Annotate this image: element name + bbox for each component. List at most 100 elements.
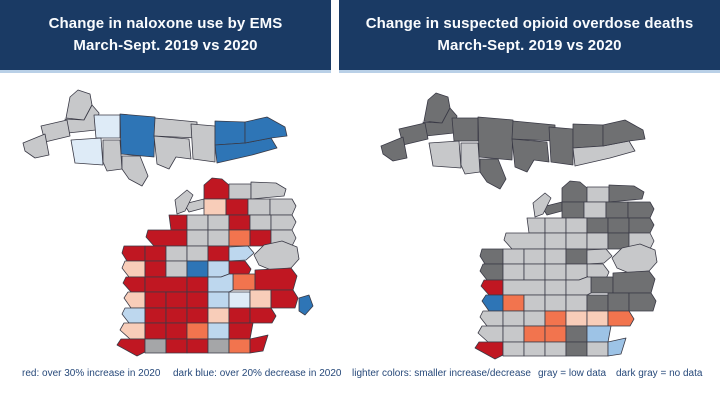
- naloxone-change-map: [8, 84, 338, 359]
- overdose-county-eaton: [523, 310, 546, 327]
- naloxone-county-dickinson: [102, 139, 123, 172]
- overdose-county-alcona: [628, 217, 655, 234]
- naloxone-county-livingston: [207, 307, 230, 324]
- naloxone-county-oakland: [228, 307, 251, 324]
- naloxone-county-schoolcraft: [190, 123, 216, 163]
- naloxone-county-calhoun: [165, 322, 188, 340]
- naloxone-county-allegan: [121, 307, 146, 324]
- overdose-county-oscoda: [607, 217, 630, 234]
- overdose-county-wayne: [586, 325, 612, 343]
- left-title-line1: Change in naloxone use by EMS: [48, 15, 283, 32]
- naloxone-county-hillsdale: [207, 338, 230, 354]
- overdose-county-lenawee: [586, 341, 609, 357]
- legend-dark-blue: dark blue: over 20% decrease in 2020: [173, 368, 342, 379]
- naloxone-county-alpena: [269, 198, 297, 216]
- naloxone-county-ogemaw: [249, 229, 272, 247]
- naloxone-county-jackson: [186, 322, 209, 340]
- overdose-county-sanilac: [612, 270, 656, 294]
- naloxone-county-lapeer: [249, 289, 272, 309]
- overdose-county-ottawa: [481, 294, 504, 312]
- naloxone-county-gratiot: [186, 276, 209, 293]
- naloxone-michigan-county-map: [22, 89, 314, 357]
- overdose-county-cass: [502, 341, 525, 357]
- naloxone-county-ottawa: [123, 291, 146, 309]
- right-title-line2: March-Sept. 2019 vs 2020: [437, 37, 622, 54]
- overdose-county-berrien: [474, 341, 504, 360]
- naloxone-county-shiawassee: [207, 291, 230, 309]
- naloxone-county-stclair_shore: [298, 294, 314, 316]
- naloxone-county-isabella: [186, 260, 209, 278]
- naloxone-county-missaukee: [207, 229, 230, 247]
- naloxone-county-otsego: [225, 198, 249, 216]
- naloxone-county-tuscola: [232, 273, 256, 291]
- overdose-county-vanburen: [477, 325, 504, 343]
- naloxone-county-osceola: [165, 245, 188, 262]
- naloxone-county-marquette: [119, 113, 156, 158]
- naloxone-county-crawford: [228, 214, 251, 231]
- overdose-county-shiawassee: [565, 294, 588, 312]
- overdose-county-arenac: [586, 248, 613, 265]
- overdose-county-crawford: [586, 217, 609, 234]
- overdose-county-leelanau: [532, 192, 552, 218]
- naloxone-county-antrim: [203, 198, 227, 216]
- overdose-county-benzie: [526, 217, 546, 234]
- overdose-county-washtenaw: [565, 325, 588, 343]
- overdose-county-clare: [544, 248, 567, 265]
- overdose-county-manistee: [503, 232, 546, 250]
- naloxone-county-wayne: [228, 322, 254, 340]
- overdose-county-barry: [502, 310, 525, 327]
- naloxone-county-macomb: [249, 307, 277, 324]
- legend-row: red: over 30% increase in 2020 dark blue…: [0, 368, 720, 388]
- naloxone-county-wexford: [186, 229, 209, 247]
- naloxone-county-sanilac: [254, 267, 298, 291]
- overdose-county-alpena: [627, 201, 655, 219]
- naloxone-county-branch: [186, 338, 209, 354]
- legend-dark-gray: dark gray = no data: [616, 368, 703, 379]
- overdose-county-iron: [428, 140, 462, 169]
- naloxone-county-eaton: [165, 307, 188, 324]
- overdose-county-mason: [479, 248, 504, 265]
- naloxone-county-arenac: [228, 245, 255, 262]
- naloxone-county-grandtraverse: [186, 214, 209, 231]
- overdose-county-monroe: [607, 337, 627, 357]
- overdose-county-delta: [511, 138, 550, 173]
- naloxone-county-genesee: [228, 291, 251, 309]
- naloxone-county-presqueisle: [250, 181, 287, 200]
- naloxone-county-kalkaska: [207, 214, 230, 231]
- overdose-county-ionia: [523, 294, 546, 312]
- overdose-county-baraga: [451, 117, 479, 142]
- overdose-county-missaukee: [565, 232, 588, 250]
- naloxone-county-huron: [253, 240, 300, 271]
- overdose-county-antrim: [561, 201, 585, 219]
- overdose-county-emmet: [561, 180, 588, 203]
- overdose-county-montcalm: [502, 279, 546, 296]
- naloxone-county-lake: [144, 245, 167, 262]
- naloxone-county-lenawee: [228, 338, 251, 354]
- overdose-county-saginaw: [565, 276, 592, 296]
- naloxone-county-alcona: [270, 214, 297, 231]
- overdose-county-chippewa: [602, 119, 646, 147]
- naloxone-county-gladwin: [207, 245, 230, 262]
- overdose-county-newaygo: [502, 263, 525, 281]
- legend-gray: gray = low data: [538, 368, 607, 379]
- right-title-line1: Change in suspected opioid overdose deat…: [365, 15, 694, 32]
- naloxone-county-benzie: [168, 214, 188, 231]
- naloxone-county-saginaw: [207, 273, 234, 293]
- overdose-county-menominee: [479, 158, 507, 190]
- overdose-county-montmorency: [605, 201, 629, 219]
- overdose-county-allegan: [479, 310, 504, 327]
- overdose-county-alger: [511, 120, 556, 142]
- overdose-michigan-county-map: [380, 92, 658, 360]
- overdose-county-livingston: [565, 310, 588, 327]
- overdose-county-macomb: [607, 310, 635, 327]
- overdose-county-oakland: [586, 310, 609, 327]
- naloxone-county-berrien: [116, 338, 146, 357]
- overdose-county-luce: [572, 123, 604, 149]
- overdose-county-gladwin: [565, 248, 588, 265]
- overdose-county-ogemaw: [607, 232, 630, 250]
- naloxone-county-oscoda: [249, 214, 272, 231]
- naloxone-county-delta: [153, 135, 192, 170]
- overdose-county-osceola: [523, 248, 546, 265]
- naloxone-county-cheboygan: [228, 183, 252, 200]
